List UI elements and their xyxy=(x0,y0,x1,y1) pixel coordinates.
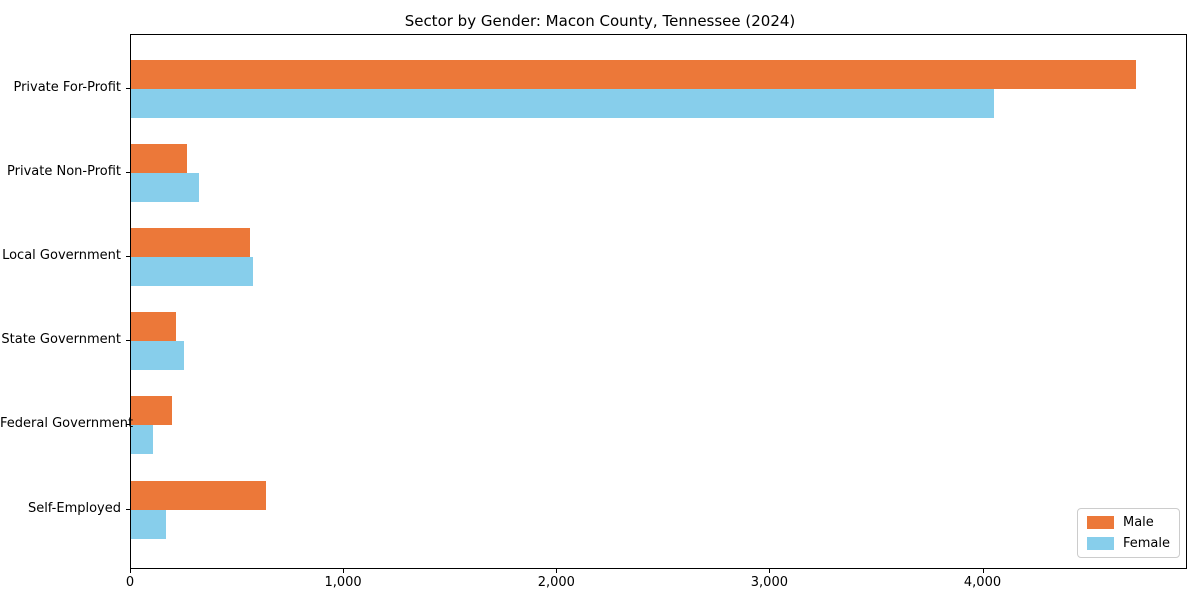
legend-label-female: Female xyxy=(1122,536,1170,551)
x-tick-mark-3 xyxy=(769,569,771,573)
x-tick-mark-2 xyxy=(556,569,558,573)
bar-female-3 xyxy=(131,341,184,371)
y-tick-mark-2 xyxy=(126,256,130,258)
y-tick-mark-5 xyxy=(126,508,130,510)
y-tick-label-4: Federal Government xyxy=(0,416,134,432)
bar-female-0 xyxy=(131,89,995,118)
y-tick-mark-1 xyxy=(126,172,130,174)
y-tick-mark-4 xyxy=(126,424,130,426)
y-tick-label-0: Private For-Profit xyxy=(13,80,121,95)
x-tick-mark-4 xyxy=(982,569,984,573)
plot-area: Male Female xyxy=(130,34,1187,569)
x-tick-label-2: 2,000 xyxy=(537,575,575,590)
bar-male-4 xyxy=(131,396,172,426)
y-tick-mark-0 xyxy=(126,88,130,89)
y-tick-label-2: Local Government xyxy=(2,248,121,264)
bar-female-5 xyxy=(131,509,167,539)
x-tick-label-0: 0 xyxy=(125,575,135,590)
x-tick-label-4: 4,000 xyxy=(963,575,1002,590)
bar-male-1 xyxy=(131,144,188,174)
bar-female-4 xyxy=(131,425,153,455)
y-tick-label-1: Private Non-Profit xyxy=(7,164,121,180)
female-color-swatch xyxy=(1086,537,1114,550)
chart-title: Sector by Gender: Macon County, Tennesse… xyxy=(404,12,796,30)
bar-male-0 xyxy=(131,60,1137,89)
bar-female-1 xyxy=(131,173,199,203)
bar-female-2 xyxy=(131,257,253,287)
legend-label-male: Male xyxy=(1122,515,1154,530)
legend: Male Female xyxy=(1076,508,1180,558)
y-tick-label-5: Self-Employed xyxy=(27,500,121,516)
bar-male-3 xyxy=(131,312,177,342)
x-tick-label-3: 3,000 xyxy=(750,575,788,590)
male-color-swatch xyxy=(1086,516,1114,529)
x-tick-mark-1 xyxy=(343,569,345,573)
legend-entry-female: Female xyxy=(1086,536,1170,551)
y-tick-mark-3 xyxy=(126,340,130,342)
y-tick-label-3: State Government xyxy=(1,332,121,348)
bar-male-5 xyxy=(131,480,267,510)
legend-entry-male: Male xyxy=(1086,515,1170,530)
bar-male-2 xyxy=(131,228,251,258)
x-tick-mark-0 xyxy=(130,569,131,573)
x-tick-label-1: 1,000 xyxy=(324,575,362,590)
